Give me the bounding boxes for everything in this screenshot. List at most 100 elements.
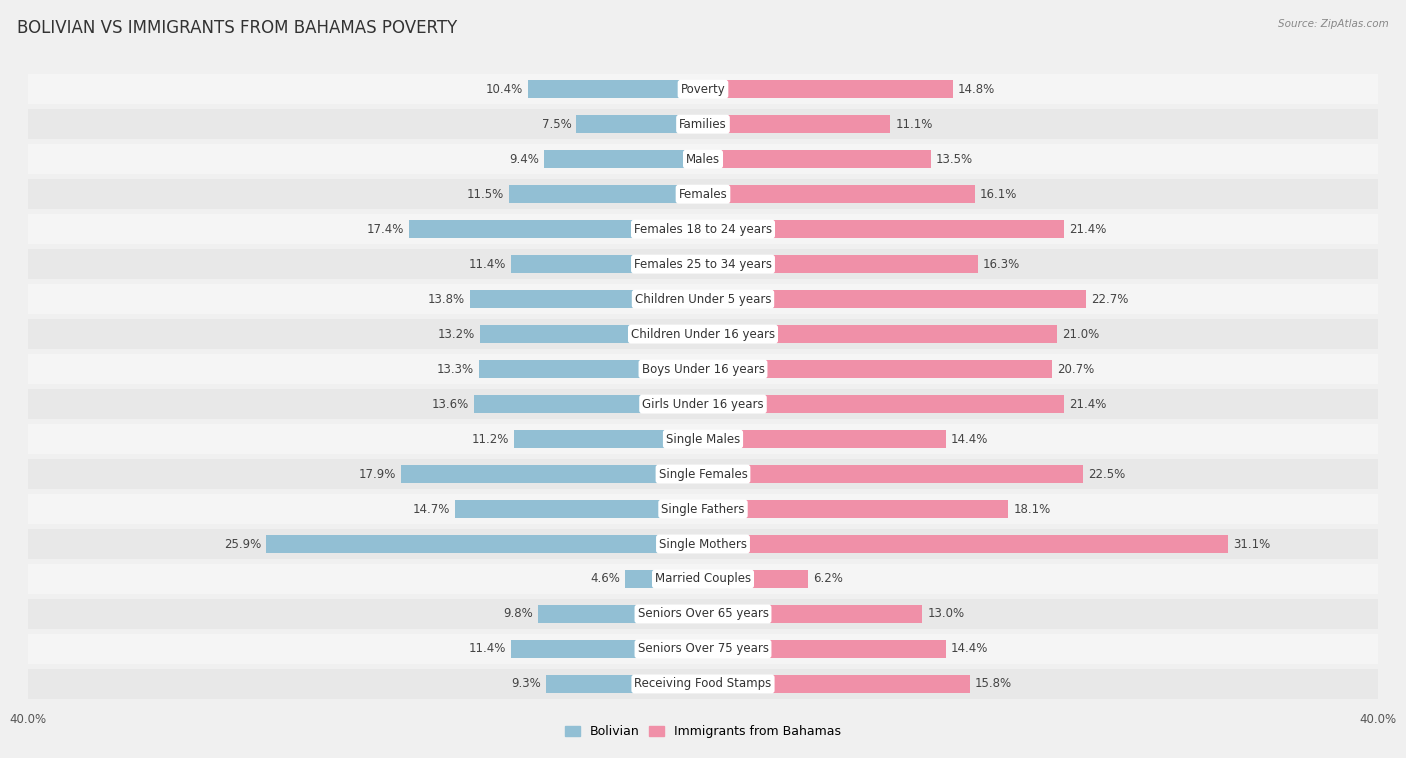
Bar (28, 215, 1378, 244)
Bar (28, 459, 1378, 489)
Text: Males: Males (686, 152, 720, 166)
Text: 25.9%: 25.9% (224, 537, 262, 550)
Text: BOLIVIAN VS IMMIGRANTS FROM BAHAMAS POVERTY: BOLIVIAN VS IMMIGRANTS FROM BAHAMAS POVE… (17, 19, 457, 37)
Text: 14.4%: 14.4% (950, 643, 988, 656)
Text: Children Under 5 years: Children Under 5 years (634, 293, 772, 305)
Bar (703, 640, 946, 658)
Bar (28, 389, 1378, 419)
Bar (401, 465, 703, 483)
Bar (28, 599, 1378, 629)
Text: 17.4%: 17.4% (367, 223, 405, 236)
Bar (544, 150, 703, 168)
Bar (626, 570, 703, 588)
Bar (470, 290, 703, 309)
Text: 9.4%: 9.4% (509, 152, 540, 166)
Bar (537, 605, 703, 623)
Text: 14.7%: 14.7% (412, 503, 450, 515)
Text: Single Fathers: Single Fathers (661, 503, 745, 515)
Text: 11.2%: 11.2% (471, 433, 509, 446)
Text: 15.8%: 15.8% (974, 678, 1012, 691)
Bar (703, 150, 931, 168)
Text: 10.4%: 10.4% (485, 83, 523, 96)
Text: 13.6%: 13.6% (432, 398, 468, 411)
Text: Source: ZipAtlas.com: Source: ZipAtlas.com (1278, 19, 1389, 29)
Text: Boys Under 16 years: Boys Under 16 years (641, 362, 765, 375)
Text: 21.4%: 21.4% (1069, 223, 1107, 236)
Text: 13.0%: 13.0% (928, 607, 965, 621)
Bar (28, 180, 1378, 209)
Text: 13.2%: 13.2% (439, 327, 475, 340)
Text: Single Mothers: Single Mothers (659, 537, 747, 550)
Text: 14.4%: 14.4% (950, 433, 988, 446)
Text: Married Couples: Married Couples (655, 572, 751, 585)
Bar (703, 675, 970, 693)
Text: 7.5%: 7.5% (541, 117, 571, 130)
Bar (703, 500, 1008, 518)
Bar (703, 185, 974, 203)
Bar (510, 255, 703, 273)
Text: Children Under 16 years: Children Under 16 years (631, 327, 775, 340)
Bar (510, 640, 703, 658)
Text: 16.3%: 16.3% (983, 258, 1021, 271)
Bar (481, 325, 703, 343)
Legend: Bolivian, Immigrants from Bahamas: Bolivian, Immigrants from Bahamas (560, 720, 846, 744)
Bar (703, 80, 953, 99)
Text: Single Females: Single Females (658, 468, 748, 481)
Bar (703, 535, 1227, 553)
Bar (703, 115, 890, 133)
Bar (703, 465, 1083, 483)
Text: Females: Females (679, 188, 727, 201)
Text: 11.4%: 11.4% (468, 258, 506, 271)
Bar (546, 675, 703, 693)
Text: Single Males: Single Males (666, 433, 740, 446)
Text: Seniors Over 75 years: Seniors Over 75 years (637, 643, 769, 656)
Text: 13.5%: 13.5% (936, 152, 973, 166)
Bar (527, 80, 703, 99)
Bar (703, 220, 1064, 238)
Bar (703, 570, 807, 588)
Text: 14.8%: 14.8% (957, 83, 995, 96)
Bar (703, 430, 946, 448)
Text: Females 25 to 34 years: Females 25 to 34 years (634, 258, 772, 271)
Text: 11.5%: 11.5% (467, 188, 503, 201)
Text: 22.7%: 22.7% (1091, 293, 1129, 305)
Text: Seniors Over 65 years: Seniors Over 65 years (637, 607, 769, 621)
Text: 9.8%: 9.8% (503, 607, 533, 621)
Bar (28, 74, 1378, 104)
Text: 13.8%: 13.8% (427, 293, 465, 305)
Text: 22.5%: 22.5% (1088, 468, 1125, 481)
Bar (478, 360, 703, 378)
Text: 11.1%: 11.1% (896, 117, 932, 130)
Bar (576, 115, 703, 133)
Bar (28, 109, 1378, 139)
Bar (515, 430, 703, 448)
Bar (703, 255, 979, 273)
Bar (28, 529, 1378, 559)
Bar (28, 564, 1378, 594)
Bar (266, 535, 703, 553)
Text: Females 18 to 24 years: Females 18 to 24 years (634, 223, 772, 236)
Text: 18.1%: 18.1% (1014, 503, 1050, 515)
Bar (28, 319, 1378, 349)
Bar (28, 669, 1378, 699)
Text: 21.0%: 21.0% (1063, 327, 1099, 340)
Text: 11.4%: 11.4% (468, 643, 506, 656)
Bar (28, 354, 1378, 384)
Bar (703, 360, 1052, 378)
Text: Families: Families (679, 117, 727, 130)
Bar (28, 424, 1378, 454)
Text: Girls Under 16 years: Girls Under 16 years (643, 398, 763, 411)
Bar (474, 395, 703, 413)
Bar (703, 325, 1057, 343)
Text: Receiving Food Stamps: Receiving Food Stamps (634, 678, 772, 691)
Text: 4.6%: 4.6% (591, 572, 620, 585)
Bar (28, 634, 1378, 664)
Bar (703, 605, 922, 623)
Bar (409, 220, 703, 238)
Text: 31.1%: 31.1% (1233, 537, 1270, 550)
Text: 13.3%: 13.3% (436, 362, 474, 375)
Bar (28, 494, 1378, 524)
Bar (703, 290, 1085, 309)
Bar (28, 249, 1378, 279)
Text: 9.3%: 9.3% (512, 678, 541, 691)
